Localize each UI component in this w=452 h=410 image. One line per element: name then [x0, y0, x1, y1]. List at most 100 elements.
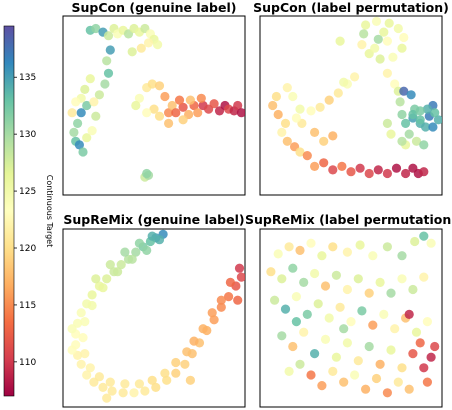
scatter-point	[164, 108, 174, 118]
scatter-point	[85, 363, 95, 373]
scatter-point	[225, 277, 235, 287]
scatter-point	[382, 68, 392, 78]
scatter-point	[342, 284, 352, 295]
colorbar-tick-label: 135	[19, 73, 36, 83]
plot-frame	[62, 15, 246, 196]
scatter-point	[337, 161, 347, 171]
scatter-point	[180, 359, 190, 369]
scatter-point	[339, 377, 349, 387]
scatter-point	[346, 317, 356, 327]
scatter-point	[142, 168, 152, 179]
scatter-point	[134, 379, 144, 389]
scatter-point	[379, 309, 389, 319]
scatter-point	[80, 349, 90, 359]
scatter-point	[310, 127, 320, 137]
scatter-point	[143, 38, 154, 48]
scatter-point	[291, 292, 301, 302]
scatter-point	[335, 302, 345, 312]
scatter-point	[350, 72, 360, 82]
scatter-point	[295, 147, 305, 157]
scatter-point	[411, 327, 422, 337]
scatter-point	[127, 254, 137, 264]
scatter-point	[393, 23, 403, 34]
scatter-point	[404, 384, 414, 394]
scatter-point	[266, 267, 276, 277]
scatter-point	[419, 140, 429, 150]
scatter-point	[102, 393, 112, 403]
scatter-point	[102, 274, 112, 284]
scatter-point	[375, 54, 385, 64]
scatter-point	[164, 118, 174, 128]
scatter-point	[74, 140, 84, 150]
scatter-point	[198, 324, 208, 334]
scatter-point	[113, 267, 123, 277]
scatter-point	[284, 242, 294, 252]
scatter-points	[67, 229, 245, 403]
scatter-point	[167, 100, 177, 111]
scatter-point	[382, 388, 392, 398]
scatter-point	[357, 40, 367, 50]
scatter-point	[282, 83, 292, 93]
scatter-point	[147, 79, 157, 89]
scatter-point	[120, 379, 130, 389]
scatter-point	[280, 118, 291, 128]
scatter-point	[147, 375, 157, 385]
scatter-point	[154, 81, 165, 91]
scatter-point	[317, 381, 327, 391]
colorbar-tick-label: 115	[19, 301, 36, 311]
scatter-point	[277, 127, 287, 137]
scatter-point	[331, 270, 341, 280]
panel-title: SupReMix (genuine label)	[63, 212, 244, 227]
scatter-point	[422, 317, 432, 327]
scatter-point	[270, 295, 280, 305]
plot-frame	[259, 228, 443, 408]
panel-title: SupCon (label permutation)	[253, 0, 449, 15]
scatter-point	[271, 91, 281, 102]
scatter-point	[87, 126, 97, 136]
scatter-point	[185, 95, 195, 105]
scatter-point	[390, 324, 400, 334]
scatter-point	[422, 377, 432, 387]
scatter-point	[368, 251, 378, 261]
scatter-point	[361, 384, 371, 394]
scatter-point	[331, 352, 341, 362]
scatter-point	[288, 263, 298, 273]
scatter-point	[284, 366, 294, 376]
scatter-point	[373, 34, 383, 44]
scatter-point	[395, 97, 405, 107]
colorbar-gradient	[3, 25, 15, 397]
scatter-point	[364, 341, 374, 352]
scatter-point	[397, 109, 407, 120]
scatter-point	[182, 347, 192, 357]
scatter-point	[216, 295, 226, 305]
scatter-point	[426, 238, 436, 248]
scatter-point	[370, 43, 380, 53]
scatter-point	[421, 122, 431, 132]
panel-supcon-genuine: SupCon (genuine label)	[62, 0, 246, 196]
scatter-point	[134, 93, 144, 103]
scatter-point	[393, 377, 403, 387]
scatter-point	[129, 388, 139, 398]
scatter-point	[419, 272, 429, 282]
panel-supcon-permutation: SupCon (label permutation)	[253, 0, 449, 196]
scatter-point	[295, 104, 305, 114]
scatter-point	[71, 97, 81, 107]
scatter-point	[69, 127, 79, 137]
scatter-point	[382, 36, 392, 46]
scatter-point	[67, 108, 77, 118]
scatter-point	[142, 108, 152, 118]
scatter-point	[313, 299, 323, 309]
scatter-point	[216, 302, 226, 312]
panel-supremix-permutation: SupReMix (label permutation)	[245, 212, 452, 408]
scatter-point	[419, 167, 429, 177]
scatter-point	[328, 131, 338, 141]
scatter-point	[397, 43, 407, 53]
scatter-point	[82, 100, 92, 111]
scatter-point	[78, 147, 88, 157]
scatter-point	[430, 341, 440, 352]
scatter-point	[171, 108, 181, 118]
scatter-point	[189, 336, 199, 346]
scatter-point	[324, 95, 334, 105]
scatter-point	[339, 77, 349, 87]
scatter-point	[379, 27, 389, 37]
